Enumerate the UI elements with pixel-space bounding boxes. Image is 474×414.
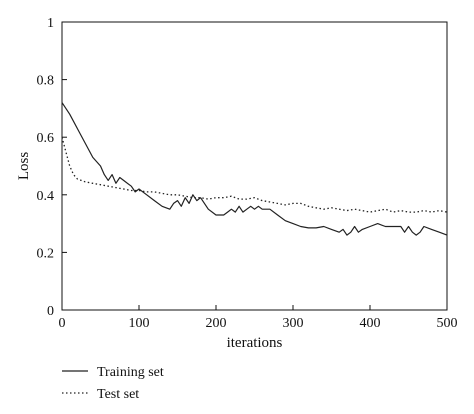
y-tick-label: 0.8	[37, 74, 55, 89]
series-line-test-set	[61, 137, 448, 213]
x-tick-label: 0	[59, 316, 66, 331]
legend-label: Test set	[97, 387, 139, 402]
y-axis-label: Loss	[16, 152, 32, 181]
x-axis-ticks: 0 100 200 300 400 500	[59, 305, 458, 331]
plot-area: 0 100 200 300 400 500 0 0.2 0.4 0.6 0.8 1	[37, 16, 458, 331]
series-lines	[61, 102, 448, 236]
plot-frame	[61, 21, 448, 311]
x-axis-label: iterations	[227, 335, 283, 351]
series-line-training-set	[61, 102, 448, 236]
x-tick-label: 400	[360, 316, 381, 331]
legend: Training set Test set	[62, 365, 164, 402]
y-tick-label: 0.4	[37, 189, 55, 204]
x-tick-label: 200	[206, 316, 227, 331]
x-tick-label: 100	[129, 316, 150, 331]
x-tick-label: 300	[283, 316, 304, 331]
y-tick-label: 1	[47, 16, 54, 31]
y-tick-label: 0	[47, 304, 54, 319]
legend-label: Training set	[97, 365, 164, 380]
y-tick-label: 0.2	[37, 246, 55, 261]
y-tick-label: 0.6	[37, 131, 55, 146]
x-tick-label: 500	[437, 316, 458, 331]
y-axis-ticks: 0 0.2 0.4 0.6 0.8 1	[37, 16, 67, 319]
